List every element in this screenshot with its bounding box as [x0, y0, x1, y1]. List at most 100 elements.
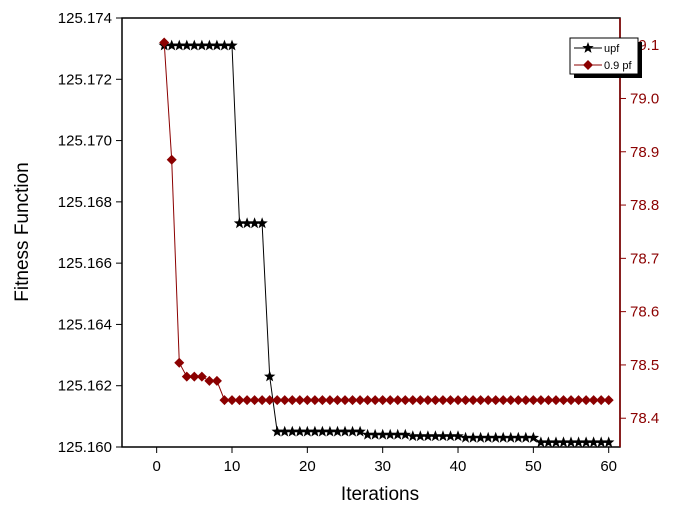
- point: [166, 154, 177, 165]
- point: [407, 430, 419, 442]
- point: [204, 375, 215, 386]
- point: [475, 395, 486, 406]
- point: [234, 395, 245, 406]
- point: [535, 395, 546, 406]
- point: [173, 39, 185, 51]
- point: [528, 395, 539, 406]
- x-tick-label: 20: [299, 458, 316, 475]
- point: [565, 436, 577, 448]
- y-tick-label: 125.174: [58, 10, 112, 27]
- point: [271, 425, 283, 437]
- point: [272, 395, 283, 406]
- point: [490, 395, 501, 406]
- point: [384, 428, 396, 440]
- point: [316, 425, 329, 437]
- point: [188, 39, 200, 51]
- point: [414, 430, 427, 442]
- legend-label: upf: [604, 43, 620, 55]
- y-tick-label: 125.162: [58, 378, 112, 395]
- point: [557, 436, 570, 448]
- point: [242, 395, 253, 406]
- point: [211, 375, 222, 386]
- point: [302, 395, 313, 406]
- y-tick-label: 125.170: [58, 133, 112, 150]
- point: [339, 425, 351, 437]
- point: [392, 395, 403, 406]
- point: [581, 395, 592, 406]
- point: [233, 217, 246, 229]
- legend: upf 0.9 pf: [569, 37, 642, 78]
- point: [159, 37, 170, 48]
- point: [467, 431, 479, 443]
- point: [354, 425, 366, 437]
- point: [497, 431, 509, 443]
- point: [219, 395, 230, 406]
- point: [445, 395, 456, 406]
- y-axis-label: Fitness Function: [12, 162, 33, 301]
- y-tick-label: 125.164: [58, 316, 112, 333]
- point: [573, 395, 584, 406]
- y-tick-label: 125.166: [58, 255, 112, 272]
- point: [482, 431, 494, 443]
- point: [572, 436, 585, 448]
- point: [400, 395, 411, 406]
- point: [444, 430, 457, 442]
- point: [566, 395, 577, 406]
- point: [256, 217, 268, 229]
- point: [332, 395, 343, 406]
- y-tick-label: 125.160: [58, 439, 112, 456]
- point: [468, 395, 479, 406]
- series-line: [164, 45, 609, 443]
- plot-frame: [121, 17, 621, 448]
- point: [512, 431, 524, 443]
- point: [460, 395, 471, 406]
- point: [422, 395, 433, 406]
- point: [248, 217, 261, 229]
- legend-label: 0.9 pf: [604, 60, 632, 72]
- point: [587, 436, 600, 448]
- point: [392, 428, 404, 440]
- point: [324, 425, 336, 437]
- point: [542, 436, 555, 448]
- point: [385, 395, 396, 406]
- series-line: [163, 42, 609, 401]
- point: [452, 430, 464, 442]
- point: [580, 436, 592, 448]
- point: [550, 436, 562, 448]
- point: [520, 431, 532, 443]
- x-tick-label: 10: [224, 458, 241, 475]
- point: [226, 395, 237, 406]
- point: [430, 395, 441, 406]
- x-tick-label: 30: [374, 458, 391, 475]
- point: [264, 395, 275, 406]
- point: [196, 39, 208, 51]
- point: [340, 395, 351, 406]
- point: [309, 425, 321, 437]
- legend-box: [569, 37, 639, 75]
- point: [558, 395, 569, 406]
- point: [422, 430, 434, 442]
- y2-tick-label: 78.9: [630, 144, 659, 161]
- point: [596, 395, 607, 406]
- point: [437, 430, 449, 442]
- y2-tick-label: 78.6: [630, 304, 659, 321]
- point: [294, 425, 306, 437]
- point: [595, 436, 607, 448]
- point: [174, 357, 185, 368]
- point: [377, 428, 389, 440]
- point: [535, 436, 547, 448]
- point: [588, 395, 599, 406]
- point: [264, 370, 276, 382]
- point: [361, 428, 374, 440]
- y-tick-label: 125.168: [58, 194, 112, 211]
- point: [415, 395, 426, 406]
- point: [279, 395, 290, 406]
- point: [377, 395, 388, 406]
- point: [407, 395, 418, 406]
- point: [287, 395, 298, 406]
- point: [603, 395, 614, 406]
- point: [203, 39, 216, 51]
- point: [196, 371, 207, 382]
- y2-tick-label: 78.5: [630, 357, 659, 374]
- x-tick-label: 40: [450, 458, 467, 475]
